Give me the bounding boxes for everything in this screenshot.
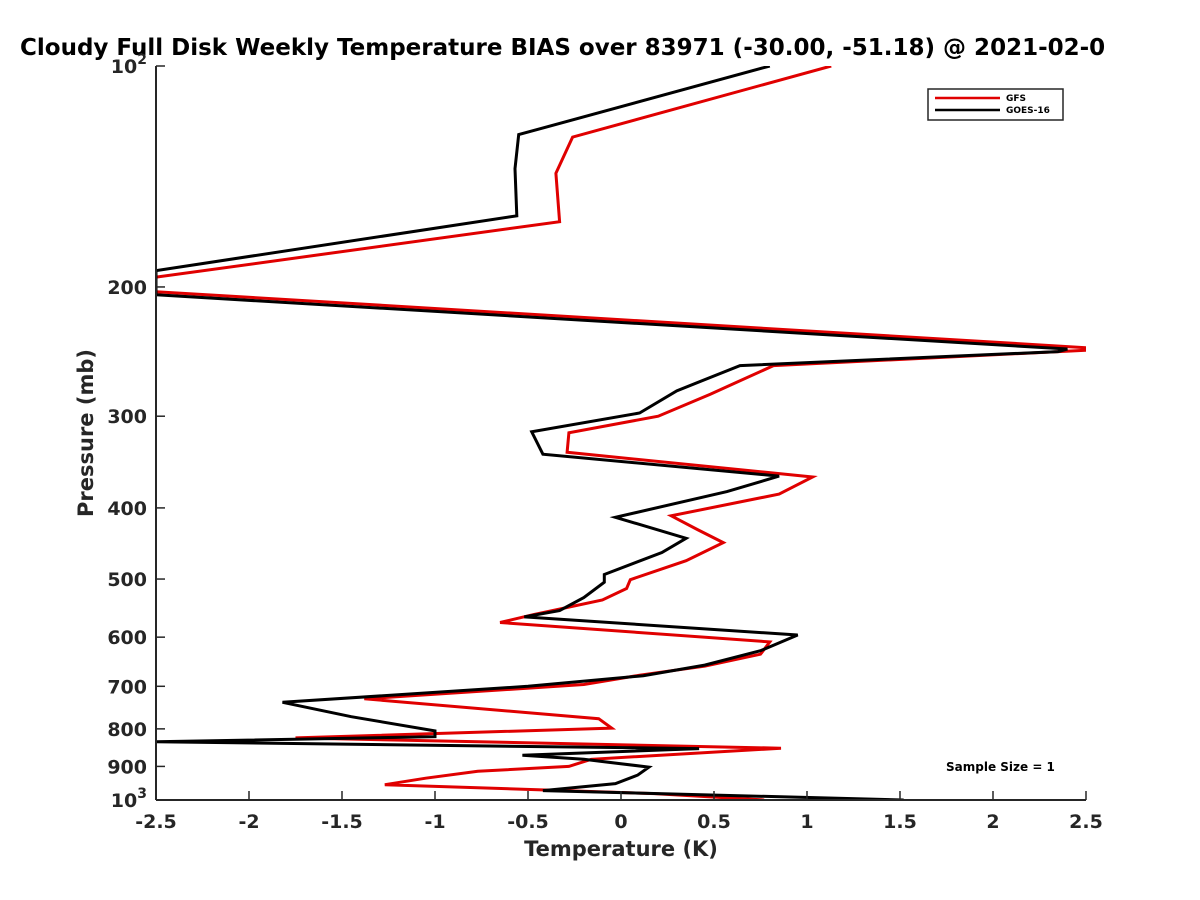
x-axis-label: Temperature (K) — [524, 837, 718, 861]
sample-size-annotation: Sample Size = 1 — [946, 760, 1055, 774]
y-tick-label: 300 — [107, 406, 147, 428]
legend: GFS GOES-16 — [927, 88, 1064, 121]
x-tick-label: -2.5 — [135, 811, 177, 833]
y-axis-label: Pressure (mb) — [74, 349, 98, 517]
x-tick-label: -0.5 — [507, 811, 549, 833]
y-tick-label: 200 — [107, 277, 147, 299]
x-tick-label: 0.5 — [697, 811, 731, 833]
y-tick-label: 900 — [107, 756, 147, 778]
x-axis-ticks: -2.5 -2 -1.5 -1 -0.5 0 0.5 1 1.5 2 2.5 — [135, 791, 1103, 833]
y-tick-label: 600 — [107, 627, 147, 649]
x-tick-label: 1.5 — [883, 811, 917, 833]
x-tick-label: -1 — [424, 811, 445, 833]
legend-label-goes16: GOES-16 — [1006, 106, 1050, 116]
x-tick-label: 2.5 — [1069, 811, 1103, 833]
legend-label-gfs: GFS — [1006, 94, 1026, 104]
x-tick-label: 0 — [614, 811, 627, 833]
x-tick-label: 2 — [986, 811, 999, 833]
y-tick-label: 500 — [107, 569, 147, 591]
y-tick-label: 700 — [107, 676, 147, 698]
series-layer — [156, 66, 1086, 800]
y-tick-label: 800 — [107, 719, 147, 741]
x-tick-label: -2 — [238, 811, 259, 833]
series-line-gfs — [156, 66, 1086, 800]
series-line-goes16 — [156, 66, 1068, 800]
y-tick-label: 400 — [107, 498, 147, 520]
x-tick-label: -1.5 — [321, 811, 363, 833]
legend-box — [927, 88, 1064, 121]
chart-title: Cloudy Full Disk Weekly Temperature BIAS… — [20, 35, 1105, 61]
x-tick-label: 1 — [800, 811, 813, 833]
